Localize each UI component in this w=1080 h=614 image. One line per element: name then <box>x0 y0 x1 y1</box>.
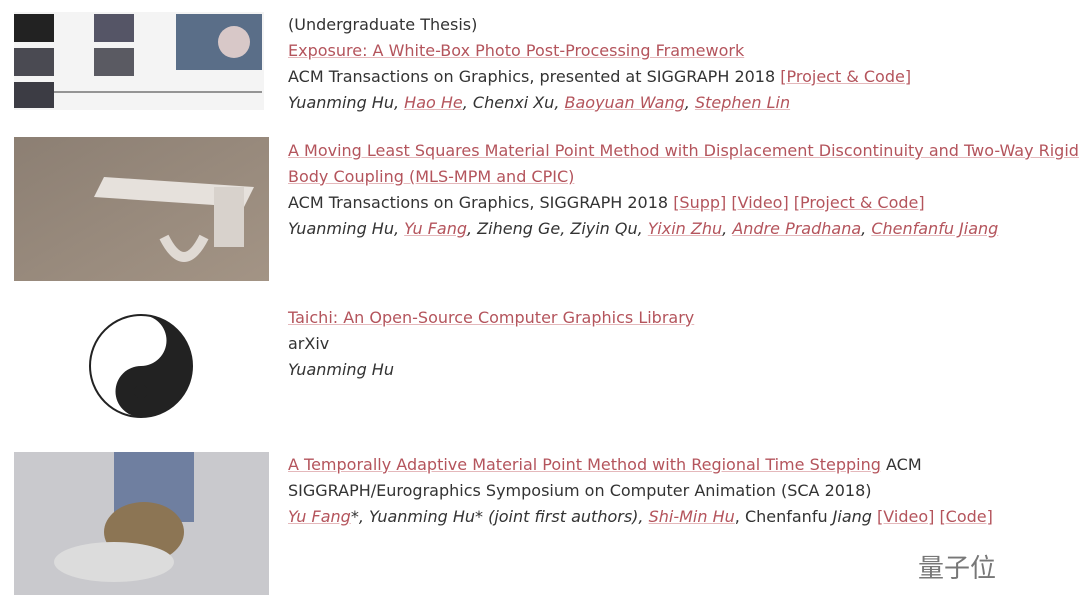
publication: A Temporally Adaptive Material Point Met… <box>288 452 993 530</box>
text: , Ziheng Ge, Ziyin Qu, <box>467 219 648 238</box>
text-line: Taichi: An Open-Source Computer Graphics… <box>288 305 694 331</box>
text-line: arXiv <box>288 331 694 357</box>
text-line: ACM Transactions on Graphics, SIGGRAPH 2… <box>288 190 1079 216</box>
text: Yuanming Hu <box>288 360 394 379</box>
text-line: (Undergraduate Thesis) <box>288 12 911 38</box>
text-line: Yuanming Hu, Yu Fang, Ziheng Ge, Ziyin Q… <box>288 216 1079 242</box>
text-line: ACM Transactions on Graphics, presented … <box>288 64 911 90</box>
thumbnail-adaptive-mpm <box>14 452 269 595</box>
text-line: Yuanming Hu, Hao He, Chenxi Xu, Baoyuan … <box>288 90 911 116</box>
text: , Chenfanfu <box>734 507 833 526</box>
link[interactable]: Taichi: An Open-Source Computer Graphics… <box>288 308 695 327</box>
text-line: Yu Fang*, Yuanming Hu* (joint first auth… <box>288 504 993 530</box>
text: , <box>684 93 695 112</box>
text: Yuanming Hu <box>288 93 394 112</box>
link[interactable]: Body Coupling (MLS-MPM and CPIC) <box>288 167 575 186</box>
link[interactable]: Andre Pradhana <box>732 219 862 238</box>
link[interactable]: Yu Fang <box>404 219 467 238</box>
text: , Chenxi Xu, <box>462 93 565 112</box>
text: ACM Transactions on Graphics, presented … <box>288 67 781 86</box>
link[interactable]: [Video] <box>731 193 789 212</box>
text: arXiv <box>288 334 330 353</box>
link[interactable]: Exposure: A White-Box Photo Post-Process… <box>288 41 745 60</box>
link[interactable]: [Project & Code] <box>793 193 925 212</box>
link[interactable]: [Project & Code] <box>780 67 912 86</box>
thumbnail-taichi <box>89 314 193 418</box>
link[interactable]: [Code] <box>939 507 993 526</box>
link[interactable]: A Moving Least Squares Material Point Me… <box>288 141 1079 160</box>
link[interactable]: A Temporally Adaptive Material Point Met… <box>288 455 881 474</box>
thumbnail-mls-mpm <box>14 137 269 281</box>
link[interactable]: Shi-Min Hu <box>648 507 735 526</box>
text-line: SIGGRAPH/Eurographics Symposium on Compu… <box>288 478 993 504</box>
link[interactable]: Baoyuan Wang <box>564 93 685 112</box>
text: SIGGRAPH/Eurographics Symposium on Compu… <box>288 481 872 500</box>
link[interactable]: Yu Fang <box>288 507 351 526</box>
link[interactable]: Yixin Zhu <box>647 219 723 238</box>
text-line: Exposure: A White-Box Photo Post-Process… <box>288 38 911 64</box>
text-line: A Temporally Adaptive Material Point Met… <box>288 452 993 478</box>
text: ACM Transactions on Graphics, SIGGRAPH 2… <box>288 193 674 212</box>
text: Yuanming Hu, <box>288 219 405 238</box>
link[interactable]: Hao He <box>404 93 463 112</box>
text: , <box>393 93 405 112</box>
text: *, Yuanming Hu* (joint first authors), <box>350 507 649 526</box>
text: (Undergraduate Thesis) <box>288 15 478 34</box>
publication: Taichi: An Open-Source Computer Graphics… <box>288 305 694 383</box>
text: , <box>722 219 733 238</box>
link[interactable]: Stephen Lin <box>694 93 791 112</box>
text: Jiang <box>832 507 872 526</box>
watermark: 量子位 <box>918 554 997 584</box>
publication: (Undergraduate Thesis) Exposure: A White-… <box>288 12 911 116</box>
publication: A Moving Least Squares Material Point Me… <box>288 138 1079 242</box>
link[interactable]: Chenfanfu Jiang <box>871 219 999 238</box>
link[interactable]: [Video] <box>877 507 935 526</box>
text: ACM <box>880 455 922 474</box>
text-line: Body Coupling (MLS-MPM and CPIC) <box>288 164 1079 190</box>
link[interactable]: [Supp] <box>673 193 727 212</box>
text-line: A Moving Least Squares Material Point Me… <box>288 138 1079 164</box>
text: , <box>861 219 872 238</box>
text-line: Yuanming Hu <box>288 357 694 383</box>
thumbnail-exposure <box>14 12 264 110</box>
